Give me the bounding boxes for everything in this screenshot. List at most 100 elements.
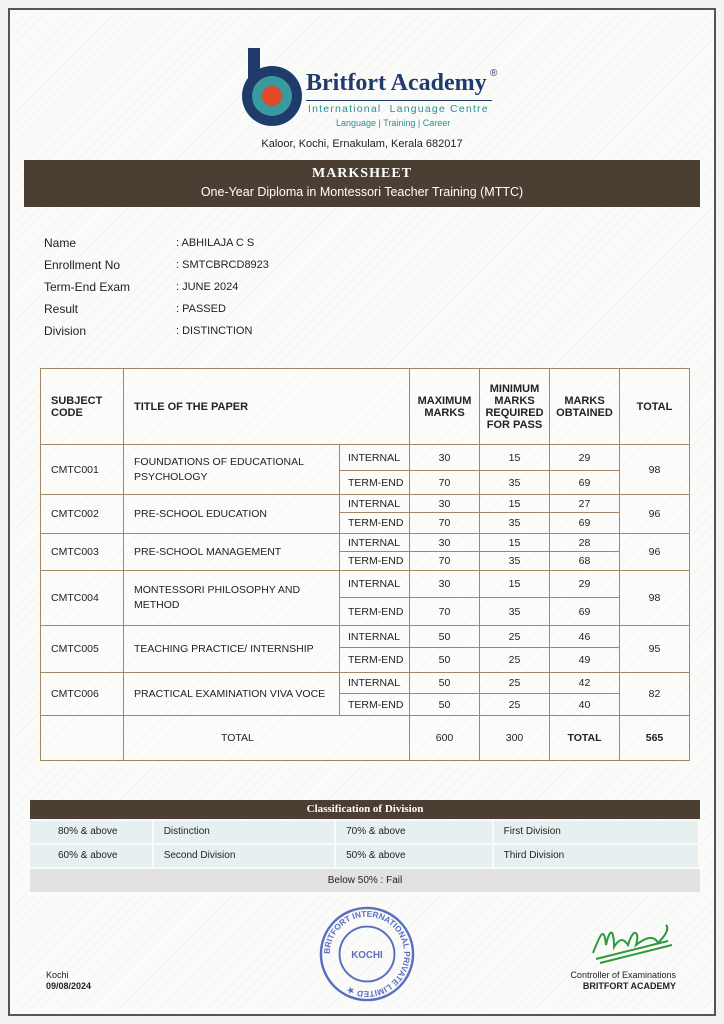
marks-obtained: 69 bbox=[549, 470, 620, 495]
exam-type: INTERNAL bbox=[339, 533, 410, 552]
address: Kaloor, Kochi, Ernakulam, Kerala 682017 bbox=[261, 138, 463, 150]
marks-obtained: 29 bbox=[549, 570, 620, 598]
min-marks: 35 bbox=[479, 470, 550, 495]
subject-total: 96 bbox=[619, 533, 690, 571]
min-marks: 25 bbox=[479, 647, 550, 673]
column-header: MARKS OBTAINED bbox=[549, 368, 620, 445]
subject-total: 82 bbox=[619, 672, 690, 716]
classification-cell: 70% & above bbox=[336, 821, 492, 843]
min-marks: 15 bbox=[479, 444, 550, 471]
info-label: Name bbox=[44, 236, 77, 250]
info-row: Enrollment No: SMTCBRCD8923 bbox=[44, 254, 269, 276]
subject-total: 96 bbox=[619, 494, 690, 534]
marks-obtained: 69 bbox=[549, 597, 620, 626]
brand-subtitle: International Language Centre bbox=[308, 103, 489, 115]
division-classification: Classification of Division 80% & above Di… bbox=[30, 800, 700, 892]
marks-obtained: 29 bbox=[549, 444, 620, 471]
info-value: : JUNE 2024 bbox=[176, 281, 239, 293]
info-value: : DISTINCTION bbox=[176, 325, 253, 337]
table-row: CMTC005 TEACHING PRACTICE/ INTERNSHIP INTE… bbox=[40, 625, 690, 673]
grand-total: 565 bbox=[619, 715, 690, 761]
total-label: TOTAL bbox=[123, 715, 410, 761]
classification-cell: 80% & above bbox=[30, 821, 152, 843]
marks-table: SUBJECT CODE TITLE OF THE PAPER MAXIMUM MA… bbox=[40, 368, 690, 761]
marks-obtained: 68 bbox=[549, 551, 620, 571]
subject-code: CMTC003 bbox=[40, 533, 124, 571]
table-row: CMTC001 FOUNDATIONS OF EDUCATIONAL PSYCHO… bbox=[40, 444, 690, 495]
min-marks: 25 bbox=[479, 625, 550, 648]
student-info: Name: ABHILAJA C S Enrollment No: SMTCBRC… bbox=[44, 232, 269, 342]
info-row: Name: ABHILAJA C S bbox=[44, 232, 269, 254]
table-row: CMTC002 PRE-SCHOOL EDUCATION INTERNAL 30 15 2… bbox=[40, 494, 690, 534]
classification-cell: 50% & above bbox=[336, 845, 492, 867]
min-marks: 35 bbox=[479, 512, 550, 534]
table-row: TERM-END 70 35 69 bbox=[41, 597, 690, 626]
brand-tagline: Language | Training | Career bbox=[336, 118, 451, 128]
total-row: TOTAL 600 300 TOTAL 565 bbox=[40, 715, 690, 761]
exam-type: TERM-END bbox=[339, 597, 410, 626]
title-band: MARKSHEET One-Year Diploma in Montessori… bbox=[24, 160, 700, 207]
column-header: MINIMUM MARKS REQUIRED FOR PASS bbox=[479, 368, 550, 445]
info-label: Division bbox=[44, 324, 87, 338]
max-marks: 70 bbox=[409, 512, 480, 534]
info-row: Division : DISTINCTION bbox=[44, 320, 269, 342]
min-marks: 15 bbox=[479, 570, 550, 598]
info-row: Result: PASSED bbox=[44, 298, 269, 320]
exam-type: TERM-END bbox=[339, 693, 410, 716]
paper-title: PRE-SCHOOL MANAGEMENT bbox=[123, 533, 340, 571]
info-label: Term-End Exam bbox=[44, 280, 131, 294]
info-value: : SMTCBRCD8923 bbox=[176, 259, 269, 271]
max-marks: 30 bbox=[409, 494, 480, 513]
column-header: SUBJECT CODE bbox=[40, 368, 124, 445]
max-marks: 30 bbox=[409, 570, 480, 598]
max-marks: 50 bbox=[409, 625, 480, 648]
classification-row: 80% & above Distinction 70% & above First D… bbox=[30, 821, 700, 843]
classification-cell: Second Division bbox=[153, 845, 335, 867]
column-header: TITLE OF THE PAPER bbox=[123, 368, 410, 445]
max-marks: 70 bbox=[409, 551, 480, 571]
exam-type: INTERNAL bbox=[339, 444, 410, 471]
total-obtained-label: TOTAL bbox=[549, 715, 620, 761]
marks-obtained: 49 bbox=[549, 647, 620, 673]
issue-place: Kochi bbox=[46, 970, 69, 980]
total-max: 600 bbox=[409, 715, 480, 761]
exam-type: TERM-END bbox=[339, 647, 410, 673]
course-title: One-Year Diploma in Montessori Teacher T… bbox=[200, 185, 524, 199]
subject-total: 98 bbox=[619, 570, 690, 626]
total-min: 300 bbox=[479, 715, 550, 761]
document-title: MARKSHEET bbox=[311, 166, 412, 181]
marksheet: Britfort Academy ® International Languag… bbox=[8, 8, 716, 1016]
classification-cell: Third Division bbox=[493, 845, 698, 867]
marks-obtained: 27 bbox=[549, 494, 620, 513]
issue-place-date: Kochi 09/08/2024 bbox=[46, 970, 91, 992]
min-marks: 35 bbox=[479, 597, 550, 626]
table-row: CMTC006 PRACTICAL EXAMINATION VIVA VOCE IN… bbox=[40, 672, 690, 716]
classification-cell: First Division bbox=[493, 821, 698, 843]
exam-type: INTERNAL bbox=[339, 570, 410, 598]
paper-title: FOUNDATIONS OF EDUCATIONAL PSYCHOLOGY bbox=[123, 444, 340, 495]
svg-text:KOCHI: KOCHI bbox=[351, 950, 383, 961]
signatory-org: BRITFORT ACADEMY bbox=[582, 981, 676, 991]
min-marks: 15 bbox=[479, 533, 550, 552]
brand-name: Britfort Academy bbox=[306, 70, 487, 96]
table-row: TERM-END 70 35 69 bbox=[41, 470, 690, 495]
classification-cell: Distinction bbox=[153, 821, 335, 843]
subject-code: CMTC006 bbox=[40, 672, 124, 716]
exam-type: TERM-END bbox=[339, 551, 410, 571]
marks-obtained: 42 bbox=[549, 672, 620, 694]
exam-type: INTERNAL bbox=[339, 625, 410, 648]
max-marks: 50 bbox=[409, 647, 480, 673]
max-marks: 30 bbox=[409, 533, 480, 552]
paper-title: MONTESSORI PHILOSOPHY AND METHOD bbox=[123, 570, 340, 626]
max-marks: 50 bbox=[409, 693, 480, 716]
paper-title: PRACTICAL EXAMINATION VIVA VOCE bbox=[123, 672, 340, 716]
marks-obtained: 28 bbox=[549, 533, 620, 552]
paper-title: PRE-SCHOOL EDUCATION bbox=[123, 494, 340, 534]
min-marks: 15 bbox=[479, 494, 550, 513]
subject-code: CMTC005 bbox=[40, 625, 124, 673]
classification-title: Classification of Division bbox=[30, 800, 700, 819]
info-row: Term-End Exam : JUNE 2024 bbox=[44, 276, 269, 298]
min-marks: 35 bbox=[479, 551, 550, 571]
signature-icon bbox=[592, 924, 673, 964]
column-header: MAXIMUM MARKS bbox=[409, 368, 480, 445]
